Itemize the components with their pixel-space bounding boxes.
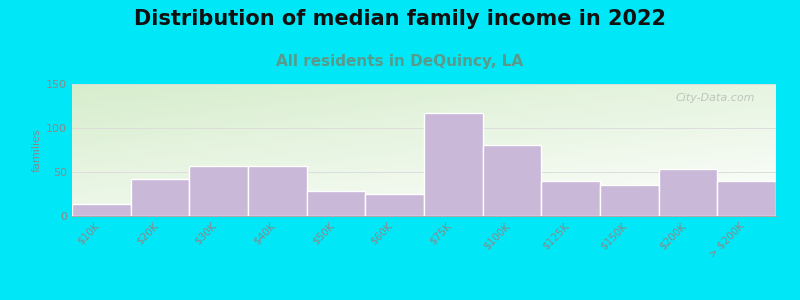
Bar (130, 179, 190, 216)
Bar (658, 169, 718, 216)
Y-axis label: families: families (32, 128, 42, 172)
Bar (482, 145, 542, 216)
Bar (424, 113, 482, 216)
Text: City-Data.com: City-Data.com (675, 93, 755, 103)
Bar (718, 181, 776, 216)
Bar (600, 185, 658, 216)
Bar (366, 194, 424, 216)
Bar (306, 191, 366, 216)
Bar (72, 204, 130, 216)
Bar (542, 181, 600, 216)
Bar (190, 166, 248, 216)
Text: Distribution of median family income in 2022: Distribution of median family income in … (134, 9, 666, 29)
Bar (248, 166, 306, 216)
Text: All residents in DeQuincy, LA: All residents in DeQuincy, LA (277, 54, 523, 69)
